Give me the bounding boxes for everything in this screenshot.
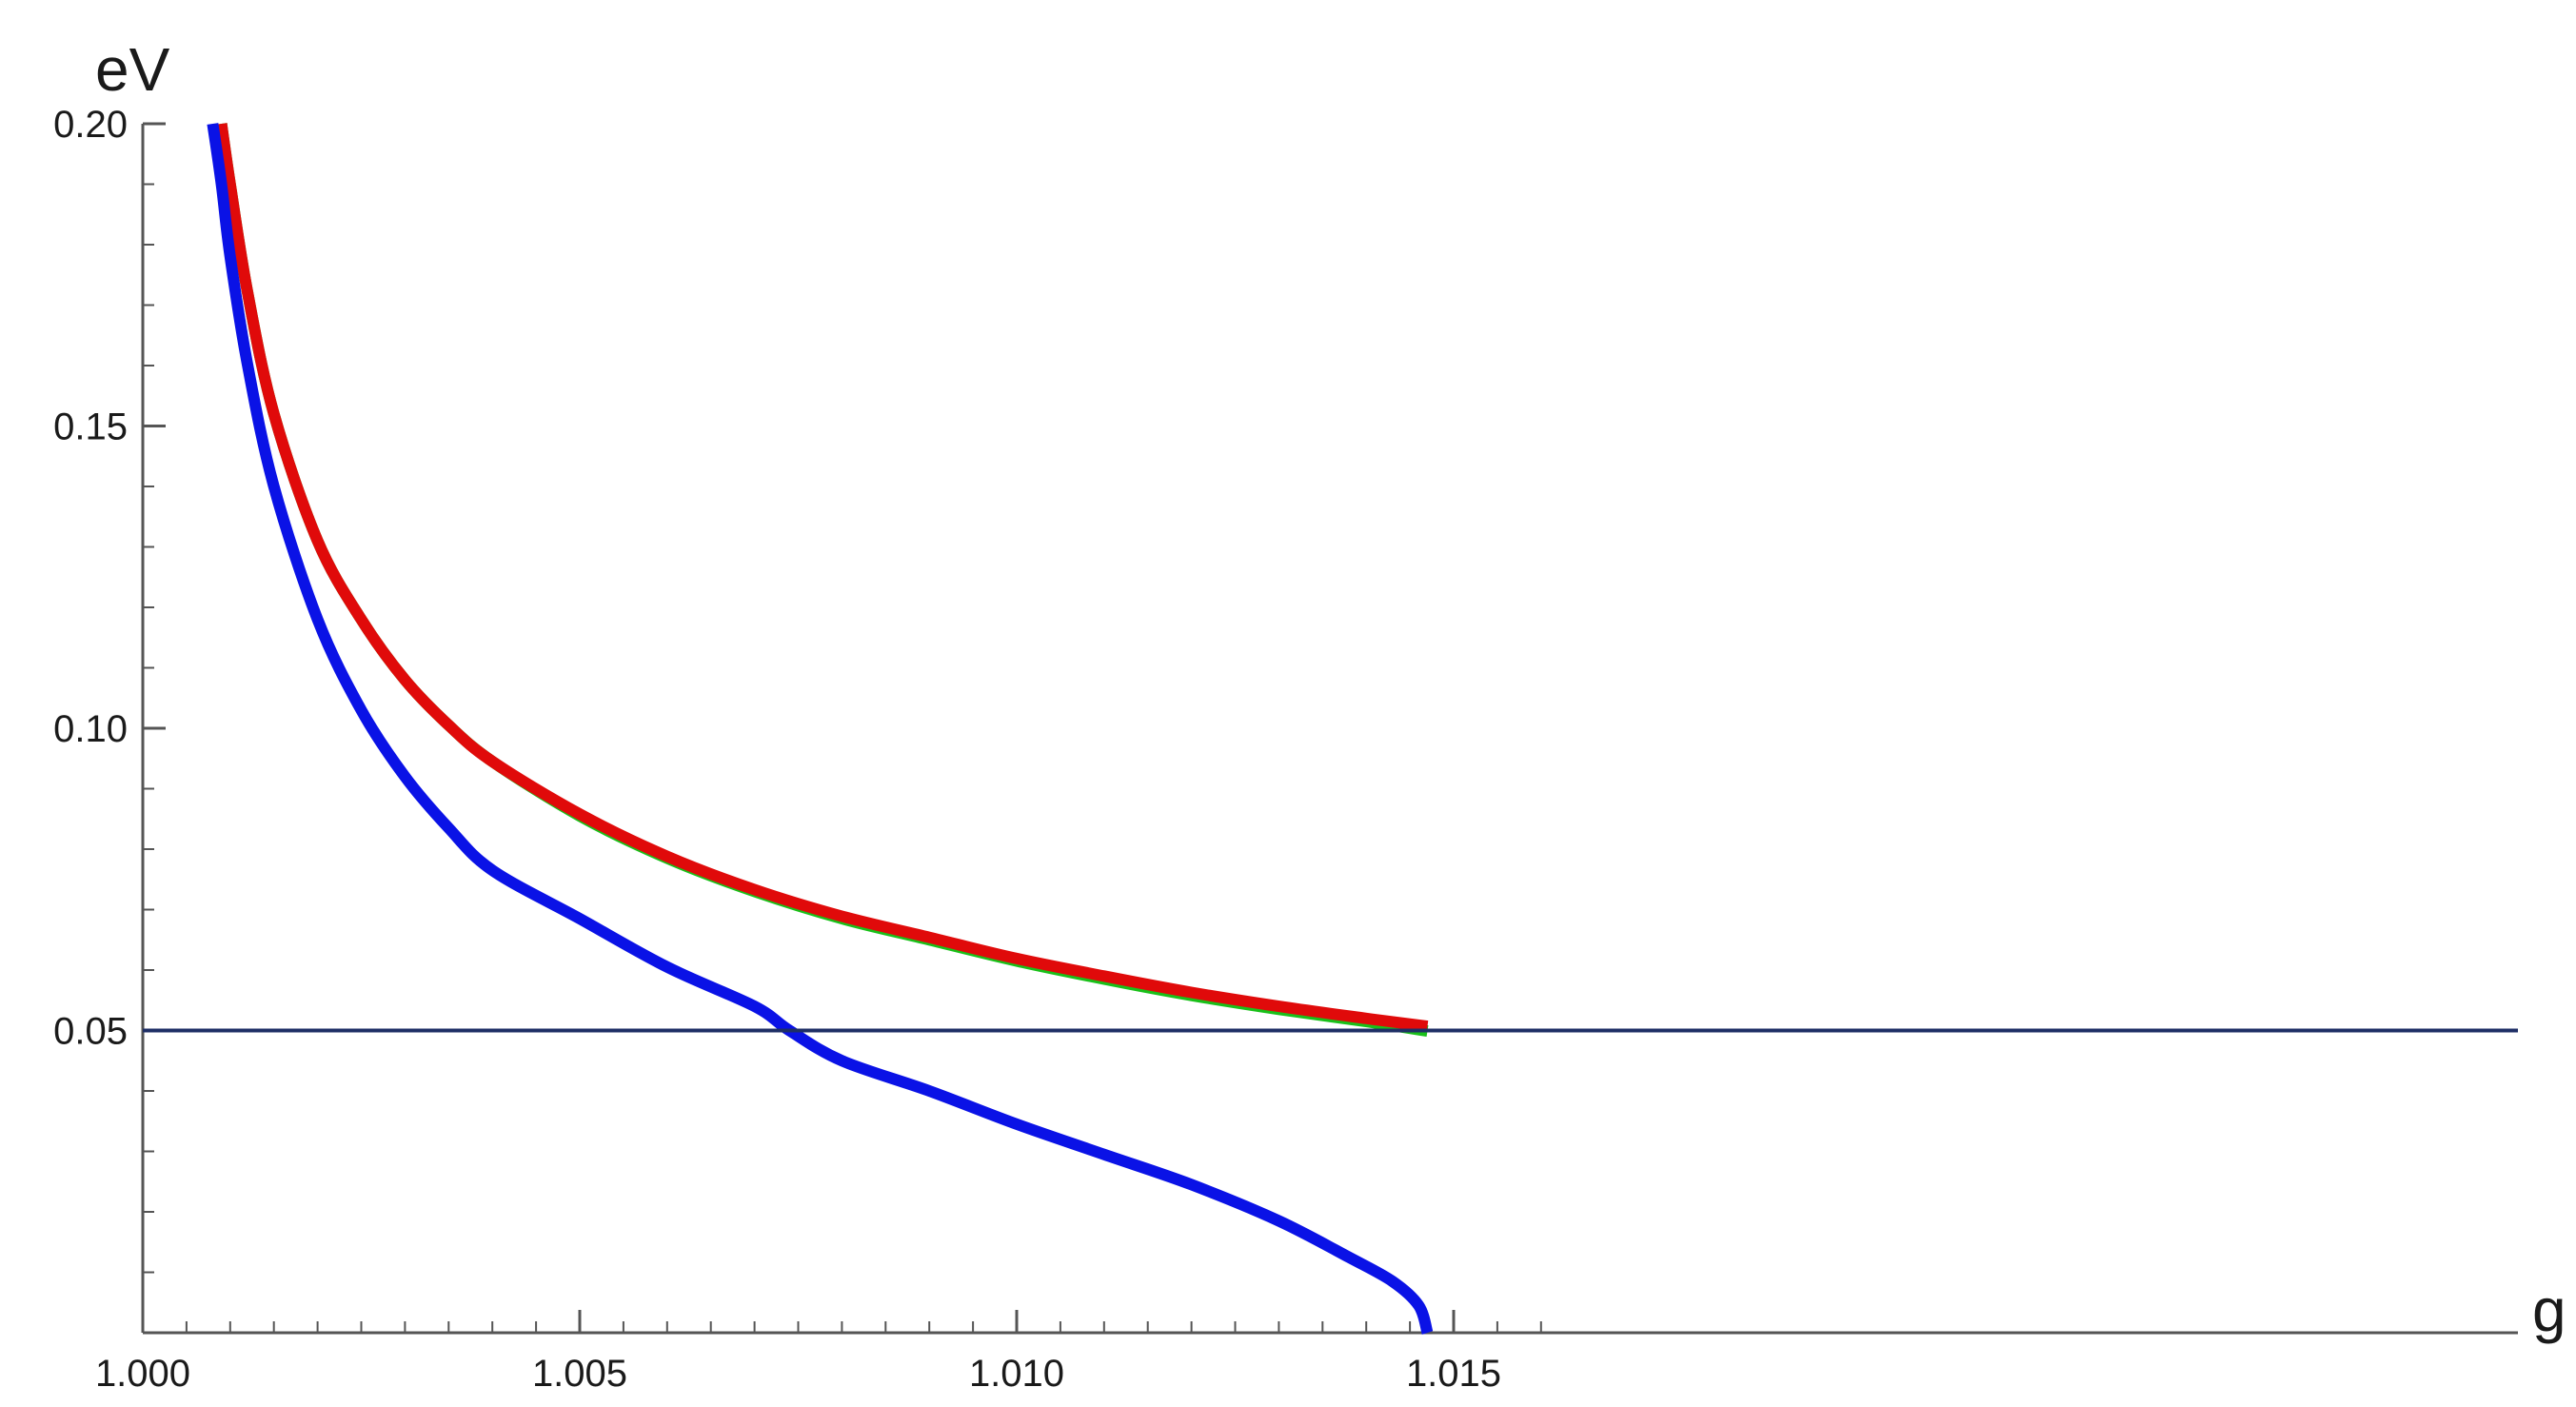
x-tick-label: 1.010 <box>969 1353 1064 1395</box>
major-ticks <box>141 122 1456 1333</box>
x-tick-label: 1.005 <box>532 1353 627 1395</box>
y-tick-label: 0.20 <box>53 104 128 146</box>
y-axis-label: eV <box>95 35 170 104</box>
series-line-blue <box>207 123 1434 1335</box>
x-tick-label: 1.015 <box>1406 1353 1501 1395</box>
x-tick-label: 1.000 <box>95 1353 190 1395</box>
series-layer <box>207 123 1434 1335</box>
series-line-green <box>215 123 1429 1038</box>
x-axis-label: g <box>2532 1276 2566 1344</box>
y-tick-label: 0.15 <box>53 406 128 448</box>
series-line-red <box>215 123 1429 1033</box>
y-tick-label: 0.05 <box>53 1011 128 1053</box>
minor-ticks <box>143 183 1542 1333</box>
y-tick-label: 0.10 <box>53 708 128 750</box>
tick-labels: 1.000 1.005 1.010 1.015 0.05 0.10 0.15 0.20 <box>53 104 1501 1395</box>
